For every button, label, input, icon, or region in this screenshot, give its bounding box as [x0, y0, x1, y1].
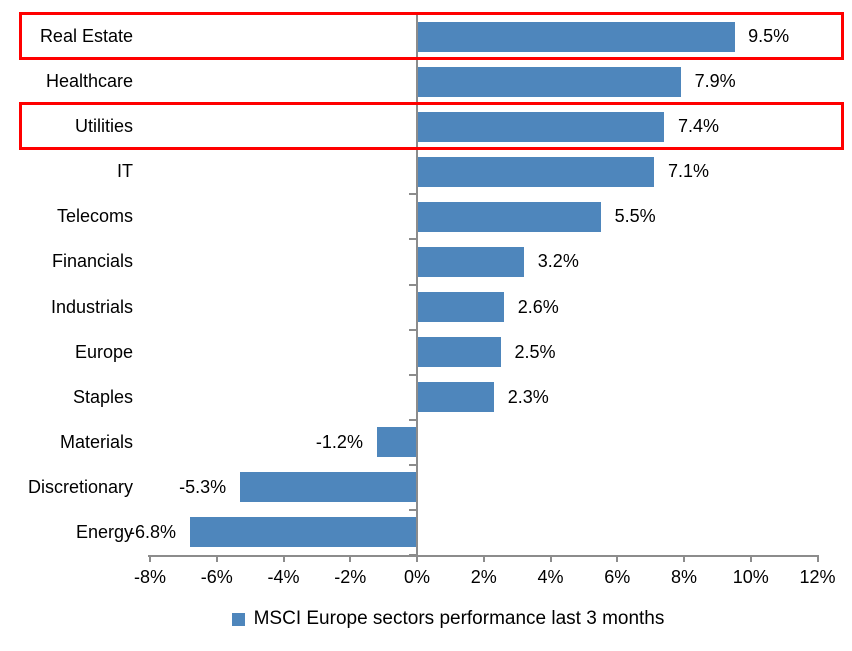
category-label: Real Estate	[39, 26, 133, 47]
bar	[417, 246, 525, 277]
legend: MSCI Europe sectors performance last 3 m…	[0, 606, 852, 632]
legend-label: MSCI Europe sectors performance last 3 m…	[253, 608, 665, 629]
x-tick	[482, 555, 485, 562]
category-label: IT	[117, 161, 133, 182]
bar	[417, 382, 495, 413]
value-label: 9.5%	[748, 26, 790, 47]
x-tick-label: 2%	[470, 567, 497, 587]
category-label: Utilities	[74, 116, 133, 137]
y-tick	[408, 373, 416, 376]
value-label: 2.3%	[507, 386, 549, 407]
y-tick	[408, 418, 416, 421]
x-tick	[816, 555, 819, 562]
category-label: Industrials	[50, 296, 133, 317]
y-tick	[408, 238, 416, 241]
value-label: -5.3%	[179, 476, 227, 497]
highlight-box	[19, 102, 844, 151]
y-tick	[408, 193, 416, 196]
x-tick	[683, 555, 685, 562]
x-tick-label: 12%	[799, 567, 836, 587]
x-tick-label: 4%	[537, 567, 564, 587]
y-tick	[408, 283, 416, 286]
value-label: -1.2%	[315, 431, 363, 452]
bar	[190, 517, 417, 548]
y-tick	[408, 328, 416, 331]
category-label: Energy	[75, 521, 133, 542]
value-label: 5.5%	[614, 206, 656, 227]
category-label: Materials	[59, 431, 133, 452]
value-label: 2.6%	[517, 296, 559, 317]
x-tick	[416, 555, 418, 562]
x-tick-label: -8%	[133, 567, 166, 587]
x-tick-label: -4%	[267, 567, 300, 587]
bar	[417, 201, 602, 232]
category-label: Financials	[51, 251, 133, 272]
category-label: Telecoms	[56, 206, 133, 227]
bar	[417, 337, 501, 368]
x-tick-label: 10%	[732, 567, 769, 587]
x-tick	[215, 555, 218, 562]
x-tick	[349, 555, 352, 562]
x-tick	[616, 555, 619, 562]
x-tick-label: 8%	[670, 567, 697, 587]
value-label: -6.8%	[129, 521, 177, 542]
value-label: 7.4%	[677, 116, 719, 137]
y-tick	[408, 508, 416, 511]
highlight-box	[19, 12, 844, 61]
value-label: 7.1%	[667, 161, 709, 182]
x-tick-label: -2%	[334, 567, 367, 587]
x-tick	[282, 555, 285, 562]
category-label: Healthcare	[45, 71, 133, 92]
x-tick	[149, 555, 151, 562]
value-label: 3.2%	[537, 251, 579, 272]
bar	[417, 21, 735, 52]
y-tick	[408, 463, 416, 466]
category-label: Discretionary	[27, 476, 133, 497]
bar	[417, 292, 505, 323]
x-tick	[749, 555, 752, 562]
x-tick	[549, 555, 552, 562]
x-tick-label: 0%	[403, 567, 430, 587]
bar	[417, 156, 655, 187]
value-label: 2.5%	[514, 341, 556, 362]
bar	[417, 66, 682, 97]
bar	[417, 111, 665, 142]
legend-swatch-icon	[231, 612, 245, 626]
value-label: 7.9%	[694, 71, 736, 92]
category-label: Europe	[74, 341, 133, 362]
y-axis	[415, 14, 418, 555]
x-tick-label: -6%	[200, 567, 233, 587]
category-label: Staples	[72, 386, 133, 407]
x-tick-label: 6%	[604, 567, 631, 587]
bar	[376, 427, 417, 458]
bar	[240, 472, 417, 503]
